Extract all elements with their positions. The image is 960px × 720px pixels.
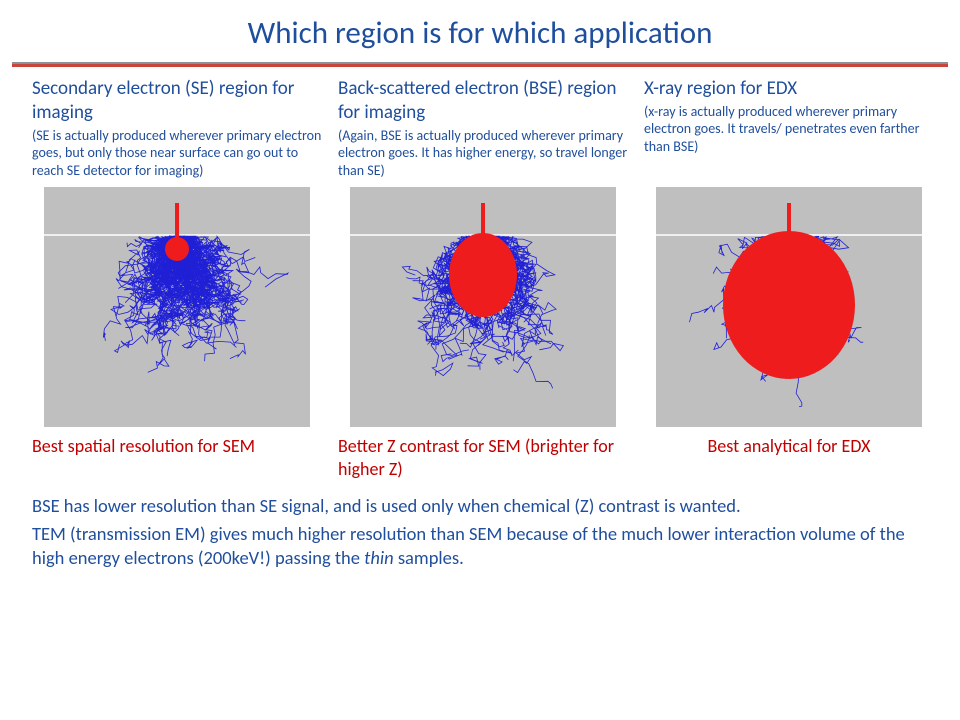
col-sub: (Again, BSE is actually produced whereve… bbox=[338, 127, 628, 180]
column-se: Secondary electron (SE) region for imagi… bbox=[32, 77, 322, 179]
captions-row: Best spatial resolution for SEM Better Z… bbox=[0, 427, 960, 480]
col-sub: (x-ray is actually produced wherever pri… bbox=[644, 103, 934, 156]
column-bse: Back-scattered electron (BSE) region for… bbox=[338, 77, 628, 179]
footer-line-2: TEM (transmission EM) gives much higher … bbox=[32, 522, 934, 570]
diagrams-row bbox=[0, 179, 960, 427]
footer-line-1: BSE has lower resolution than SE signal,… bbox=[32, 494, 934, 518]
page-title: Which region is for which application bbox=[0, 0, 960, 62]
col-heading: X-ray region for EDX bbox=[644, 77, 934, 101]
col-sub: (SE is actually produced wherever primar… bbox=[32, 127, 322, 180]
footer-notes: BSE has lower resolution than SE signal,… bbox=[0, 480, 960, 570]
diagram-bse bbox=[338, 187, 628, 427]
caption-xray: Best analytical for EDX bbox=[644, 435, 934, 480]
diagram-xray bbox=[644, 187, 934, 427]
diagram-se bbox=[32, 187, 322, 427]
caption-bse: Better Z contrast for SEM (brighter for … bbox=[338, 435, 628, 480]
caption-se: Best spatial resolution for SEM bbox=[32, 435, 322, 480]
columns-row: Secondary electron (SE) region for imagi… bbox=[0, 67, 960, 179]
col-heading: Back-scattered electron (BSE) region for… bbox=[338, 77, 628, 125]
column-xray: X-ray region for EDX (x-ray is actually … bbox=[644, 77, 934, 179]
col-heading: Secondary electron (SE) region for imagi… bbox=[32, 77, 322, 125]
